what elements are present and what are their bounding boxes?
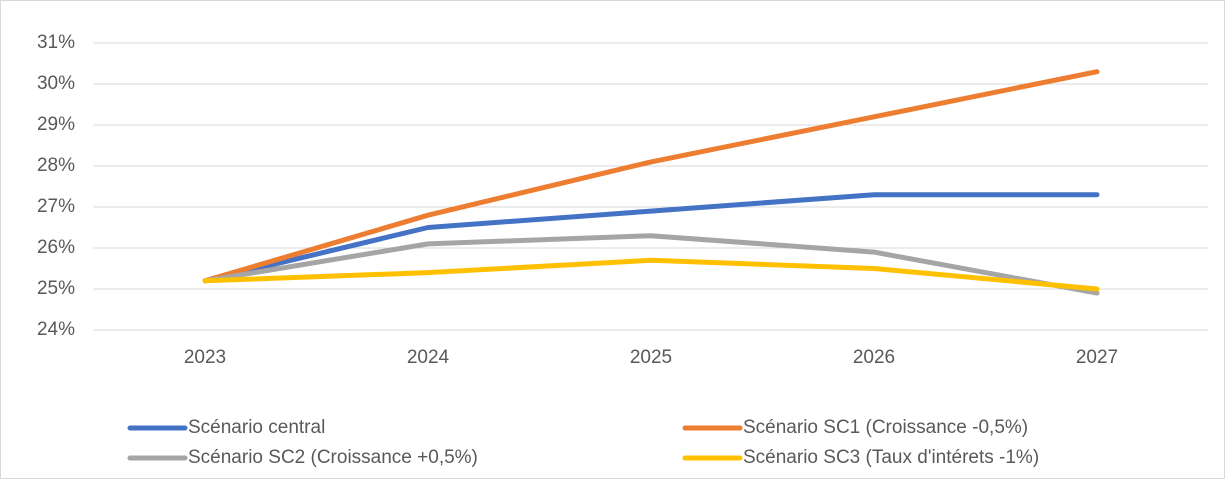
series-line: [202, 69, 1100, 284]
legend-label: Scénario SC3 (Taux d'intérets -1%): [743, 447, 1039, 468]
x-tick-label: 2024: [407, 347, 450, 368]
y-tick-label: 26%: [37, 237, 75, 258]
legend-label: Scénario central: [188, 417, 325, 438]
y-tick-label: 25%: [37, 278, 75, 299]
y-tick-label: 28%: [37, 155, 75, 176]
x-tick-label: 2023: [184, 347, 226, 368]
series-line: [202, 233, 1100, 296]
y-tick-label: 29%: [37, 114, 75, 135]
series-line: [202, 257, 1100, 292]
y-tick-label: 24%: [37, 319, 75, 340]
y-tick-label: 30%: [37, 73, 75, 94]
legend-label: Scénario SC2 (Croissance +0,5%): [188, 447, 478, 468]
series-line: [202, 192, 1100, 284]
y-tick-label: 31%: [37, 32, 75, 53]
y-tick-label: 27%: [37, 196, 75, 217]
legend-label: Scénario SC1 (Croissance -0,5%): [743, 417, 1028, 438]
x-tick-label: 2026: [853, 347, 895, 368]
x-tick-label: 2025: [630, 347, 672, 368]
x-tick-label: 2027: [1076, 347, 1118, 368]
